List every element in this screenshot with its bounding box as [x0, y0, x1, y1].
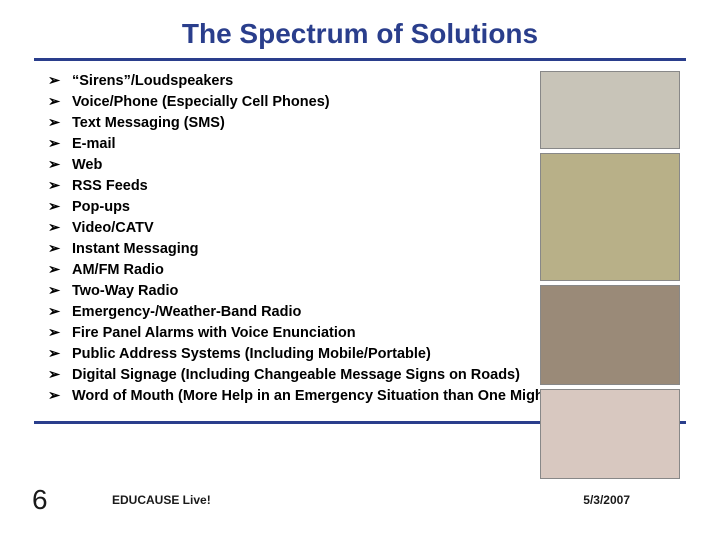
- bullet-marker-icon: ➢: [48, 323, 60, 344]
- footer-center-text: EDUCAUSE Live!: [112, 493, 211, 507]
- bullet-text: Web: [72, 157, 102, 173]
- bullet-text: Digital Signage (Including Changeable Me…: [72, 367, 520, 383]
- slide-title: The Spectrum of Solutions: [0, 0, 720, 58]
- footer: 6 EDUCAUSE Live! 5/3/2007: [0, 482, 720, 518]
- bullet-marker-icon: ➢: [48, 344, 60, 365]
- bullet-marker-icon: ➢: [48, 239, 60, 260]
- illustration-image: [540, 153, 680, 281]
- page-number: 6: [32, 484, 72, 516]
- bullet-text: Voice/Phone (Especially Cell Phones): [72, 94, 330, 110]
- bullet-marker-icon: ➢: [48, 113, 60, 134]
- bullet-marker-icon: ➢: [48, 218, 60, 239]
- bullet-marker-icon: ➢: [48, 176, 60, 197]
- bullet-marker-icon: ➢: [48, 155, 60, 176]
- bullet-marker-icon: ➢: [48, 260, 60, 281]
- illustration-image: [540, 71, 680, 149]
- bullet-marker-icon: ➢: [48, 365, 60, 386]
- bullet-text: Video/CATV: [72, 220, 154, 236]
- bullet-text: Public Address Systems (Including Mobile…: [72, 346, 431, 362]
- bullet-text: Pop-ups: [72, 199, 130, 215]
- bullet-text: Text Messaging (SMS): [72, 115, 225, 131]
- bullet-text: Word of Mouth (More Help in an Emergency…: [72, 388, 607, 404]
- bullet-text: “Sirens”/Loudspeakers: [72, 73, 233, 89]
- bullet-marker-icon: ➢: [48, 92, 60, 113]
- bullet-marker-icon: ➢: [48, 197, 60, 218]
- content-area: ➢ “Sirens”/Loudspeakers ➢ Voice/Phone (Espe…: [0, 71, 720, 407]
- bullet-marker-icon: ➢: [48, 386, 60, 407]
- bullet-text: RSS Feeds: [72, 178, 148, 194]
- title-divider: [34, 58, 686, 61]
- bullet-text: E-mail: [72, 136, 116, 152]
- illustration-image: [540, 285, 680, 385]
- bullet-marker-icon: ➢: [48, 134, 60, 155]
- bullet-marker-icon: ➢: [48, 71, 60, 92]
- image-stack: [540, 71, 680, 479]
- bullet-text: Instant Messaging: [72, 241, 199, 257]
- illustration-image: [540, 389, 680, 479]
- bullet-marker-icon: ➢: [48, 302, 60, 323]
- bullet-text: Emergency-/Weather-Band Radio: [72, 304, 301, 320]
- bullet-text: Fire Panel Alarms with Voice Enunciation: [72, 325, 356, 341]
- footer-date: 5/3/2007: [583, 493, 630, 507]
- bullet-marker-icon: ➢: [48, 281, 60, 302]
- bullet-text: AM/FM Radio: [72, 262, 164, 278]
- bullet-text: Two-Way Radio: [72, 283, 178, 299]
